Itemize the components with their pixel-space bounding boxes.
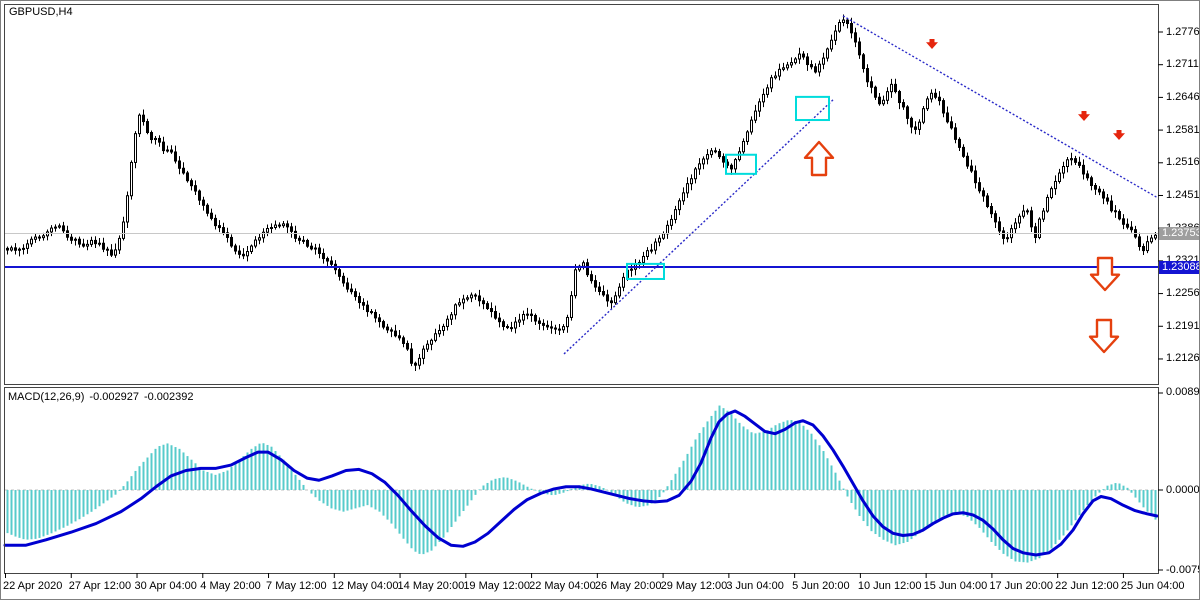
analysis-objects[interactable]: [5, 15, 1159, 355]
sell-arrow-icon[interactable]: [1113, 130, 1125, 140]
macd-tick-label: 0.000000: [1166, 483, 1200, 496]
time-tick-label: 12 May 04:00: [331, 580, 399, 592]
time-tick-label: 22 Apr 2020: [3, 580, 63, 592]
price-tick-label: 1.22560: [1166, 287, 1200, 300]
chart-frame: [4, 4, 1163, 578]
down-block-arrow-icon[interactable]: [1088, 318, 1120, 354]
price-tick-label: 1.25160: [1166, 156, 1200, 169]
sell-arrow-icon[interactable]: [926, 39, 938, 49]
price-tick-label: 1.26460: [1166, 90, 1200, 103]
highlight-rectangle[interactable]: [795, 95, 830, 122]
time-tick-label: 5 Jun 20:00: [792, 580, 850, 592]
macd-name: MACD(12,26,9): [8, 391, 85, 403]
time-tick-label: 30 Apr 04:00: [134, 580, 197, 592]
time-tick-label: 14 May 20:00: [397, 580, 465, 592]
price-tick-label: 1.25810: [1166, 123, 1200, 136]
macd-indicator-label: MACD(12,26,9) -0.002927 -0.002392: [8, 391, 199, 403]
up-block-arrow-icon[interactable]: [803, 140, 835, 177]
ascending-trendline[interactable]: [563, 98, 835, 355]
time-tick-label: 4 May 20:00: [200, 580, 261, 592]
sell-arrow-icon[interactable]: [1078, 111, 1090, 121]
level-price-marker: 1.23088: [1159, 260, 1199, 274]
time-tick-label: 17 Jun 20:00: [989, 580, 1054, 592]
time-tick-label: 22 May 04:00: [529, 580, 596, 592]
price-tick-label: 1.27760: [1166, 25, 1200, 38]
macd-signal-value: -0.002392: [143, 391, 194, 403]
macd-main-value: -0.002927: [89, 391, 139, 403]
price-tick-label: 1.21910: [1166, 319, 1200, 332]
time-tick-label: 27 Apr 12:00: [68, 580, 132, 592]
highlight-rectangle[interactable]: [626, 262, 665, 280]
time-tick-label: 15 Jun 04:00: [923, 580, 988, 592]
candlestick-series: [6, 14, 1157, 372]
highlight-rectangle[interactable]: [725, 153, 757, 175]
macd-signal-line: [3, 409, 1159, 557]
time-tick-label: 3 Jun 04:00: [726, 580, 784, 592]
time-tick-label: 22 Jun 12:00: [1055, 580, 1119, 592]
descending-trendline[interactable]: [842, 15, 1159, 199]
macd-tick-label: 0.008958: [1166, 386, 1200, 399]
time-tick-label: 7 May 12:00: [266, 580, 327, 592]
time-tick-label: 10 Jun 12:00: [857, 580, 922, 592]
time-tick-label: 29 May 12:00: [660, 580, 728, 592]
price-tick-label: 1.27110: [1166, 58, 1199, 71]
symbol-timeframe-label: GBPUSD,H4: [9, 6, 73, 18]
macd-tick-label: -0.007543: [1166, 563, 1199, 576]
time-tick-label: 25 Jun 04:00: [1120, 580, 1185, 592]
down-block-arrow-icon[interactable]: [1089, 256, 1121, 292]
time-tick-label: 26 May 20:00: [594, 580, 662, 592]
current-price-marker: 1.23753: [1159, 227, 1199, 241]
price-tick-label: 1.24510: [1166, 188, 1200, 201]
time-tick-label: 19 May 12:00: [463, 580, 530, 592]
macd-panel: [3, 405, 1159, 563]
